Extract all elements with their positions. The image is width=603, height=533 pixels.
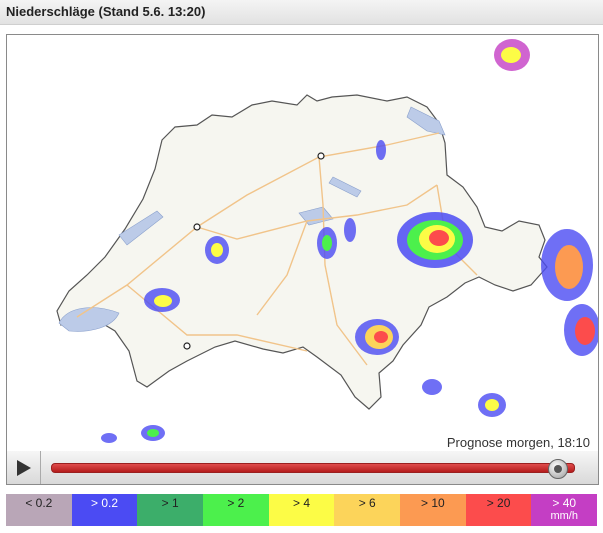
lake-geneva (58, 307, 120, 332)
legend-label: > 10 (421, 496, 445, 510)
legend-item: > 6 (334, 494, 401, 526)
legend-label: < 0.2 (25, 496, 53, 510)
legend-label: > 1 (161, 496, 179, 510)
page-title: Niederschläge (Stand 5.6. 13:20) (6, 4, 206, 19)
legend-label: > 40 (552, 496, 577, 510)
play-button[interactable] (7, 451, 41, 484)
legend-item: > 1 (137, 494, 204, 526)
precipitation-legend: < 0.2 > 0.2 > 1 > 2 > 4 > 6 > 10 > 20 > 40 mm/h (6, 494, 598, 526)
legend-item: > 10 (400, 494, 466, 526)
header-bar: Niederschläge (Stand 5.6. 13:20) (0, 0, 603, 25)
legend-item: > 20 (465, 494, 532, 526)
city-marker-sion (183, 342, 191, 350)
legend-label: > 4 (293, 496, 311, 510)
legend-item: > 2 (203, 494, 269, 526)
timeline-slider-handle[interactable] (548, 459, 569, 479)
precipitation-map[interactable]: Prognose morgen, 18:10 (6, 34, 599, 453)
city-marker-zurich (317, 152, 325, 160)
legend-label: > 20 (486, 496, 511, 510)
radar-cells (101, 39, 598, 443)
forecast-time-label: Prognose morgen, 18:10 (446, 435, 590, 450)
switzerland-outline (56, 94, 548, 410)
timeline-track[interactable] (51, 463, 575, 473)
slider-handle-dot (554, 465, 563, 473)
map-canvas (56, 39, 598, 443)
animation-player (6, 451, 599, 485)
lake-neuchatel (118, 210, 164, 246)
legend-label: > 0.2 (90, 496, 119, 510)
lake-zurich (328, 176, 362, 198)
city-marker-bern (193, 223, 201, 231)
road-network (76, 132, 478, 366)
play-icon (17, 460, 31, 476)
legend-item: > 40 mm/h (531, 494, 598, 526)
legend-unit: mm/h (550, 510, 578, 522)
legend-label: > 6 (358, 496, 376, 510)
legend-item: > 4 (268, 494, 335, 526)
legend-item: < 0.2 (6, 494, 72, 526)
legend-label: > 2 (227, 496, 245, 510)
legend-item: > 0.2 (71, 494, 138, 526)
